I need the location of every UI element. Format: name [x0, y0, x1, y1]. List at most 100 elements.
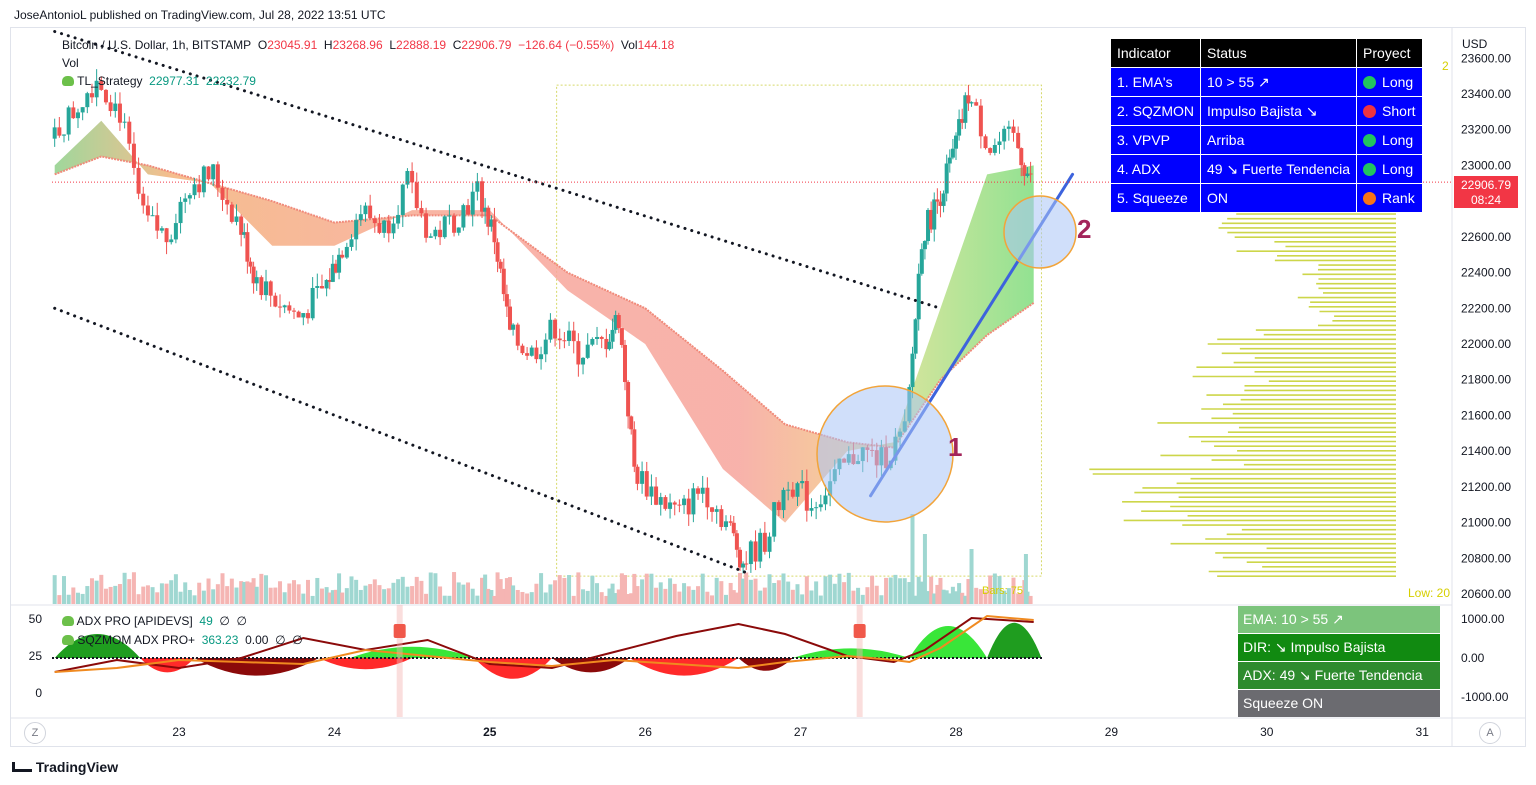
publish-header: JoseAntonioL published on TradingView.co…: [14, 8, 386, 22]
candle-body: [264, 281, 269, 296]
volume-bar: [337, 573, 342, 604]
candle-body: [492, 219, 497, 243]
candle-body: [438, 229, 443, 238]
candle-body: [141, 193, 146, 206]
chart-frame[interactable]: [10, 27, 1526, 747]
strategy-value-2: 22232.79: [205, 74, 256, 88]
candle-body: [997, 141, 1002, 145]
candle-body: [672, 502, 677, 505]
volume-bar: [610, 583, 615, 604]
adx-value-1: 49: [199, 614, 213, 628]
volume-bar: [893, 574, 898, 604]
candle-body: [75, 112, 80, 119]
proyect-label: Rank: [1382, 190, 1415, 206]
candle-body: [85, 93, 90, 108]
candle-body: [781, 489, 786, 511]
volume-bar: [145, 585, 150, 604]
annotation-circle-1: [816, 385, 954, 523]
candle-body: [501, 268, 506, 295]
volume-bar: [663, 588, 668, 604]
candle-body: [333, 263, 338, 273]
volume-bar: [386, 588, 391, 604]
zoom-button[interactable]: Z: [24, 722, 46, 744]
candle-body: [935, 199, 940, 202]
volume-bar: [585, 590, 590, 604]
auto-scale-button[interactable]: A: [1479, 722, 1501, 744]
brand-text: TradingView: [35, 759, 119, 775]
volume-bar: [363, 585, 368, 604]
momentum-histogram: [54, 634, 141, 658]
volume-bar: [391, 582, 396, 604]
price-tick-label: 21800.00: [1461, 373, 1511, 387]
status-dot-icon: [1363, 134, 1377, 147]
candle-body: [619, 328, 624, 345]
candle-body: [1022, 165, 1027, 176]
vol-label: Vol: [620, 38, 638, 52]
volume-spike: [910, 514, 915, 604]
volume-bar: [562, 577, 567, 604]
price-tick-label: 20600.00: [1461, 587, 1511, 601]
volume-bar: [649, 573, 654, 604]
candle-body: [710, 507, 715, 512]
sell-signal-marker: [393, 624, 406, 638]
candle-body: [377, 223, 382, 233]
volume-bar: [997, 576, 1002, 604]
annotation-label-2: 2: [1077, 214, 1092, 244]
volume-bar: [644, 573, 649, 604]
sqz-tick-label: -1000.00: [1461, 690, 1509, 704]
candle-body: [790, 489, 795, 497]
candle-body: [405, 170, 410, 185]
volume-bar: [832, 583, 837, 604]
volume-bar: [842, 582, 847, 604]
volume-bar: [515, 589, 520, 604]
volume-bar: [470, 588, 475, 604]
volume-bar: [790, 589, 795, 604]
candle-body: [225, 199, 230, 205]
sell-signal-marker: [853, 624, 866, 638]
adx-name: ADX PRO [APIDEVS]: [76, 614, 193, 628]
candle-body: [941, 193, 946, 206]
candle-body: [108, 102, 113, 112]
row-proyect: Long: [1356, 67, 1423, 97]
strategy-value-1: 22977.31: [149, 74, 200, 88]
price-tick-label: 22000.00: [1461, 337, 1511, 351]
candle-body: [206, 166, 211, 180]
row-indicator: 4. ADX: [1109, 154, 1202, 184]
volume-bar: [543, 592, 548, 604]
time-tick-label: 29: [1105, 725, 1119, 739]
candle-body: [315, 286, 320, 288]
sqz-signal-line: [54, 614, 1034, 673]
volume-bar: [155, 592, 160, 604]
row-status: 49 ↘ Fuerte Tendencia: [1200, 154, 1358, 184]
row-indicator: 2. SQZMON: [1109, 96, 1202, 126]
adx-value-3: ∅: [236, 614, 247, 628]
volume-bar: [377, 585, 382, 604]
signal-band: [396, 605, 403, 717]
candle-body: [950, 148, 955, 158]
volume-bar: [874, 585, 879, 604]
open-label: O: [257, 38, 268, 52]
volume-bar: [828, 574, 833, 604]
volume-bar: [117, 584, 122, 604]
candle-body: [52, 127, 57, 139]
volume-bar: [495, 572, 500, 604]
candle-body: [278, 306, 283, 308]
candle-body: [382, 220, 387, 233]
candle-body: [183, 198, 188, 202]
time-tick-label: 23: [172, 725, 186, 739]
momentum-histogram: [318, 658, 413, 670]
volume-bar: [604, 595, 609, 604]
candle-body: [1002, 128, 1007, 142]
volume-bar: [590, 575, 595, 604]
volume-bar: [728, 582, 733, 604]
frog-icon: [62, 616, 74, 626]
volume-bar: [823, 576, 828, 604]
candle-body: [66, 107, 71, 135]
volume-bar: [963, 595, 968, 604]
volume-bar: [741, 578, 746, 604]
candle-body: [305, 313, 310, 319]
ema-status-box: EMA: 10 > 55 ↗: [1238, 606, 1440, 633]
candle-body: [211, 164, 216, 180]
volume-bar: [870, 575, 875, 604]
